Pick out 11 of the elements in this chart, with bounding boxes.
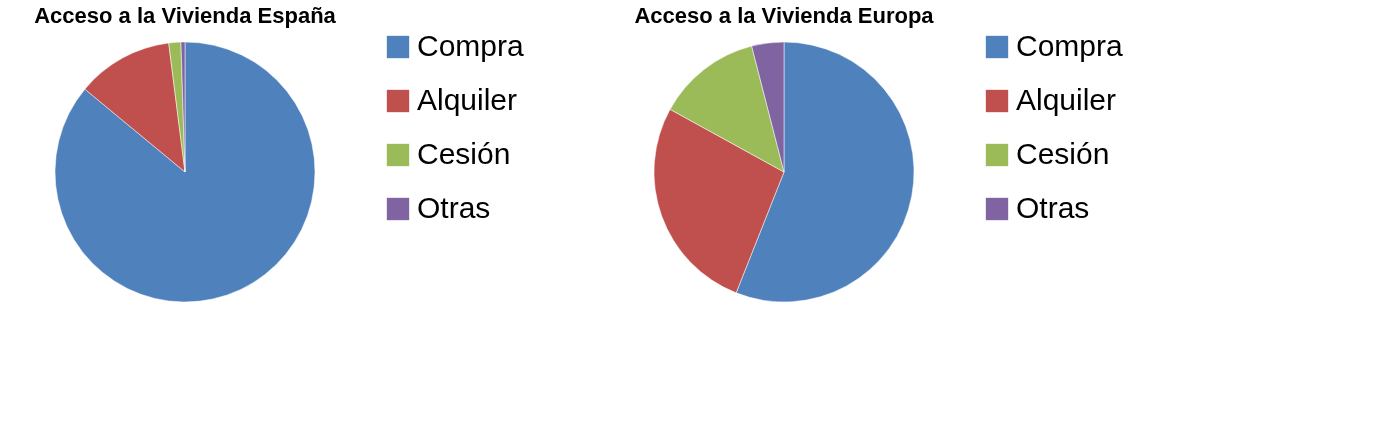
- chart-title: Acceso a la Vivienda Europa: [634, 3, 935, 28]
- legend-label: Compra: [417, 29, 525, 62]
- legend-label: Alquiler: [417, 83, 518, 116]
- legend-label: Cesión: [417, 137, 511, 170]
- chart-title: Acceso a la Vivienda España: [34, 3, 337, 28]
- legend-label: Compra: [1016, 29, 1124, 62]
- legend-label: Otras: [417, 191, 491, 224]
- legend-label: Otras: [1016, 191, 1090, 224]
- legend-label: Cesión: [1016, 137, 1110, 170]
- pie-slice: [54, 41, 316, 303]
- legend-label: Alquiler: [1016, 83, 1117, 116]
